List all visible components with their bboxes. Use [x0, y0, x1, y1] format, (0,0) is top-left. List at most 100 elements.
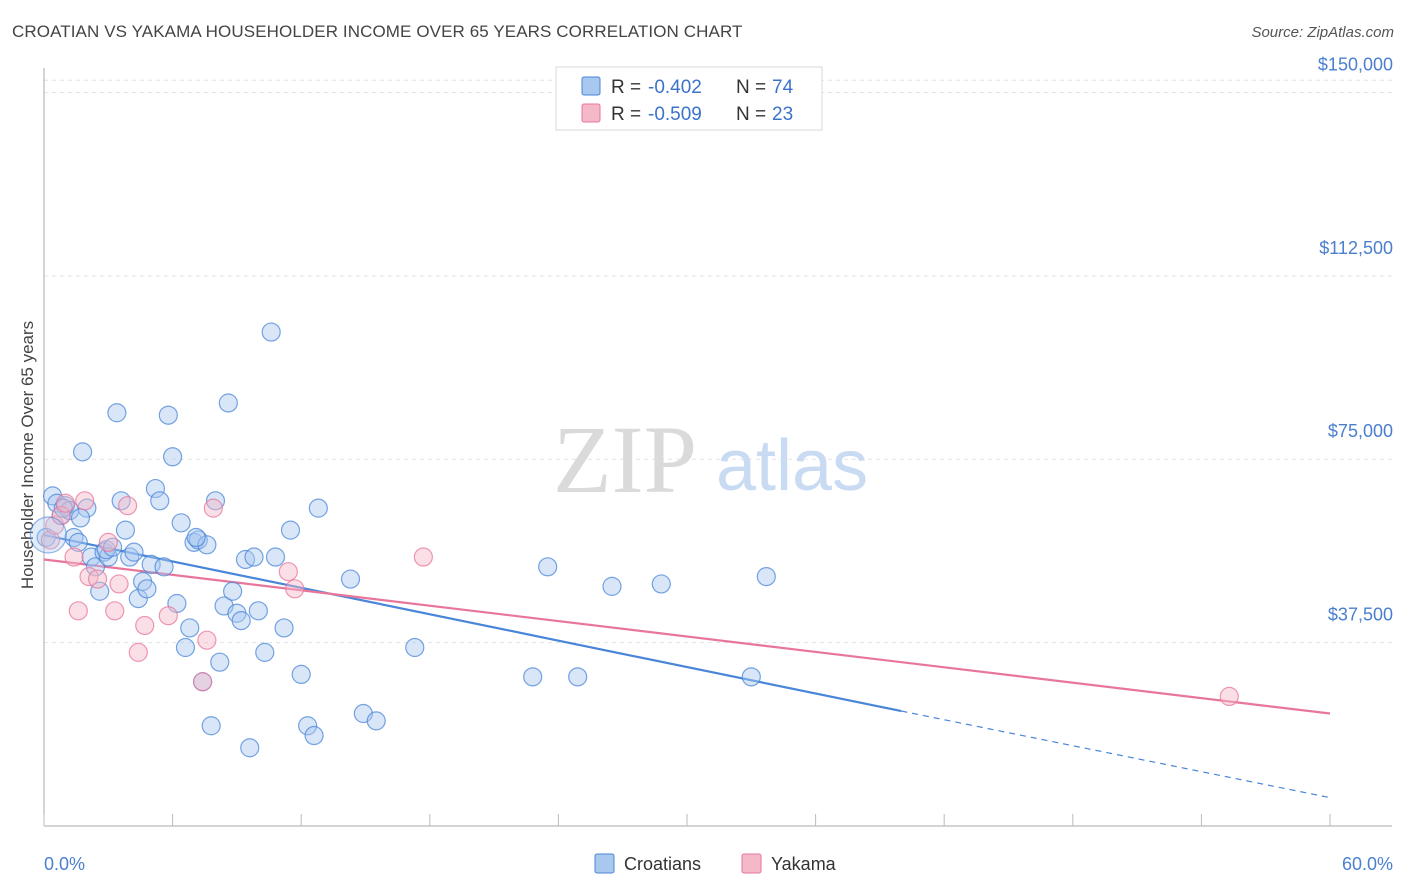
point-yakama-14: [135, 615, 155, 636]
legend-swatch-yakama: [581, 103, 601, 123]
point-croatians-65: [602, 576, 622, 596]
legend-r-value-1: -0.402: [648, 77, 702, 98]
point-croatians-50: [261, 322, 281, 342]
point-croatians-67: [756, 566, 776, 587]
point-croatians-49: [255, 642, 275, 662]
y-tick-labels: $37,500 $75,000 $112,500 $150,000: [1318, 54, 1393, 624]
point-croatians-66: [651, 574, 671, 594]
point-croatians-28: [163, 447, 183, 467]
axes: [43, 68, 1392, 827]
point-croatians-cluster: [29, 516, 67, 554]
legend-r-label-2: R =: [611, 104, 641, 125]
point-croatians-17: [115, 520, 136, 540]
bottom-legend-swatch-croatians: [594, 853, 615, 874]
watermark: ZIP atlas: [553, 406, 868, 513]
point-croatians-64: [568, 667, 588, 687]
point-croatians-47: [244, 547, 264, 567]
series-legend: Croatians Yakama: [594, 853, 837, 874]
point-croatians-46: [240, 738, 260, 758]
point-yakama-0: [40, 530, 61, 550]
point-yakama-21: [413, 547, 433, 567]
trend-line-yakama: [43, 558, 1331, 715]
point-croatians-62: [523, 667, 543, 687]
legend-swatch-croatians: [581, 76, 601, 96]
point-yakama-19: [278, 562, 298, 582]
point-croatians-15: [107, 403, 127, 423]
point-croatians-27: [158, 405, 178, 425]
point-yakama-13: [128, 642, 148, 662]
chart-title: CROATIAN VS YAKAMA HOUSEHOLDER INCOME OV…: [12, 22, 743, 41]
x-tick-labels: 0.0% 60.0%: [44, 854, 1393, 874]
trend-lines: [43, 533, 1331, 799]
legend-r-value-2: -0.509: [648, 104, 702, 125]
point-yakama-4: [64, 547, 84, 567]
legend-r-label-1: R =: [611, 77, 641, 98]
point-yakama-22: [1219, 686, 1239, 707]
bottom-legend-swatch-yakama: [741, 853, 762, 874]
point-croatians-14: [98, 547, 118, 567]
y-tick-label-1: $75,000: [1328, 421, 1393, 441]
point-croatians-19: [124, 542, 144, 562]
point-croatians-53: [280, 520, 301, 540]
point-croatians-37: [201, 716, 221, 736]
point-croatians-30: [171, 513, 191, 533]
point-croatians-11: [85, 557, 106, 577]
point-croatians-12: [90, 581, 110, 601]
point-yakama-18: [203, 498, 223, 518]
point-croatians-8: [72, 442, 93, 462]
x-tick-label-1: 60.0%: [1342, 854, 1393, 874]
point-croatians-57: [308, 498, 328, 518]
correlation-legend: R = -0.402 N = 74 R = -0.509 N = 23: [555, 66, 823, 131]
x-tick-label-0: 0.0%: [44, 854, 85, 874]
point-croatians-54: [291, 664, 311, 685]
point-croatians-44: [231, 611, 251, 631]
point-yakama-16: [193, 672, 213, 692]
point-yakama-17: [197, 630, 217, 650]
point-yakama-9: [98, 532, 118, 552]
point-yakama-6: [75, 491, 95, 511]
point-croatians-39: [210, 652, 230, 672]
legend-n-value-1: 74: [772, 77, 794, 98]
point-croatians-24: [145, 478, 166, 499]
data-points: [29, 322, 1239, 758]
point-yakama-12: [117, 496, 138, 516]
point-yakama-15: [158, 606, 178, 626]
point-croatians-51: [265, 547, 286, 567]
point-croatians-63: [538, 557, 558, 577]
point-yakama-5: [68, 601, 88, 621]
y-tick-label-3: $150,000: [1318, 54, 1393, 74]
point-croatians-61: [405, 637, 425, 658]
point-croatians-56: [304, 725, 324, 746]
point-croatians-26: [154, 557, 174, 577]
bottom-legend-label-yakama: Yakama: [771, 854, 837, 874]
point-croatians-72: [70, 508, 91, 528]
point-croatians-22: [137, 579, 157, 599]
point-yakama-20: [285, 579, 305, 599]
watermark-zip: ZIP: [553, 406, 697, 513]
point-croatians-55: [298, 716, 318, 736]
point-croatians-42: [223, 581, 243, 601]
point-croatians-25: [150, 491, 170, 511]
point-croatians-31: [175, 637, 196, 658]
point-croatians-52: [274, 618, 294, 638]
point-croatians-48: [248, 601, 268, 621]
point-yakama-10: [105, 601, 125, 621]
point-yakama-11: [109, 574, 129, 594]
trend-line-croatians-extension: [901, 710, 1331, 799]
y-tick-label-2: $112,500: [1319, 238, 1393, 258]
watermark-atlas: atlas: [716, 426, 868, 506]
bottom-legend-label-croatians: Croatians: [624, 854, 701, 874]
legend-n-label-1: N =: [736, 77, 766, 98]
point-yakama-2: [51, 505, 71, 526]
point-croatians-7: [68, 532, 88, 552]
point-yakama-8: [87, 569, 108, 589]
point-yakama-3: [55, 493, 76, 513]
point-croatians-68: [741, 667, 761, 687]
y-tick-label-0: $37,500: [1328, 605, 1393, 625]
point-croatians-60: [366, 711, 386, 731]
point-croatians-41: [218, 393, 238, 413]
point-croatians-32: [180, 618, 200, 638]
point-croatians-9: [77, 498, 97, 518]
legend-n-label-2: N =: [736, 104, 766, 125]
